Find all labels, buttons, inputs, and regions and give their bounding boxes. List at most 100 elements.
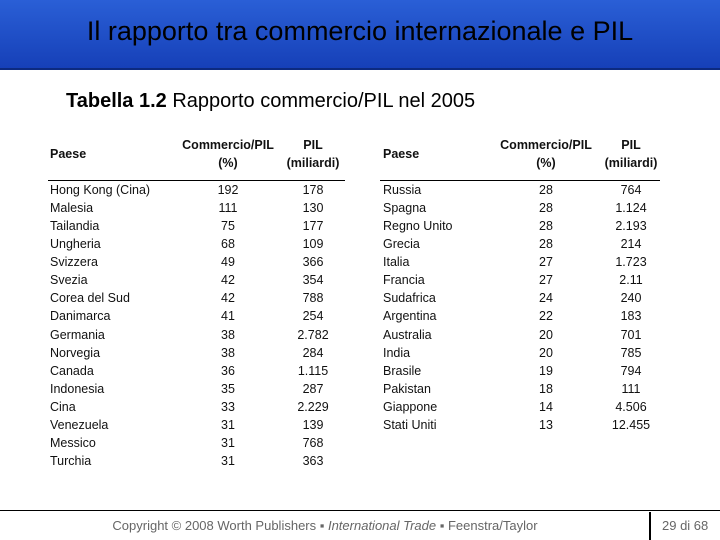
column-header: (%) (218, 156, 238, 170)
table-cell: 12.455 (611, 417, 651, 432)
table-cell: 254 (302, 309, 324, 324)
footer-part: Copyright © 2008 Worth Publishers ▪ (112, 518, 328, 533)
caption-label: Tabella 1.2 (66, 90, 167, 112)
country: Pakistan (383, 381, 431, 396)
table-cell: 24 (539, 291, 553, 306)
table-cell: 109 (302, 237, 324, 252)
table-cell: 1.124 (615, 201, 647, 216)
table-cell: 27 (539, 255, 553, 270)
table-cell: 1.723 (615, 255, 647, 270)
table-cell: 785 (620, 345, 642, 360)
country: Giappone (383, 399, 438, 414)
table-cell: 28 (539, 237, 553, 252)
country: India (383, 345, 411, 360)
country: Corea del Sud (50, 291, 130, 306)
country: Svizzera (50, 255, 98, 270)
table-cell: 20 (539, 327, 553, 342)
table-cell: 38 (221, 327, 235, 342)
table-cell: 366 (302, 255, 324, 270)
column-header: Paese (383, 147, 420, 161)
table-cell: 42 (221, 291, 235, 306)
table-cell: 788 (302, 291, 324, 306)
country: Italia (383, 255, 410, 270)
footer-part: International Trade (327, 518, 437, 533)
table-cell: 768 (302, 435, 324, 450)
footer: Copyright © 2008 Worth Publishers ▪ Inte… (0, 518, 650, 533)
column-header: Commercio/PIL (500, 138, 592, 152)
table-cell: 4.506 (615, 399, 647, 414)
country: Sudafrica (383, 291, 436, 306)
table-cell: 354 (302, 273, 324, 288)
table-cell: 19 (539, 363, 553, 378)
table-cell: 35 (221, 381, 235, 396)
table-cell: 75 (221, 219, 235, 234)
country: Danimarca (50, 309, 111, 324)
table-cell: 22 (539, 309, 553, 324)
country: Cina (50, 399, 76, 414)
country: Francia (383, 273, 425, 288)
country: Norvegia (50, 345, 101, 360)
column-header: PIL (621, 138, 641, 152)
table-cell: 178 (302, 183, 324, 197)
country: Svezia (50, 273, 88, 288)
country: Regno Unito (383, 219, 453, 234)
country: Spagna (383, 201, 427, 216)
table-cell: 2.193 (615, 219, 647, 234)
table-cell: 28 (539, 219, 553, 234)
table-cell: 31 (221, 454, 235, 469)
country: Australia (383, 327, 432, 342)
table-cell: 20 (539, 345, 553, 360)
table-cell: 1.115 (297, 363, 329, 378)
caption-text: Rapporto commercio/PIL nel 2005 (172, 90, 476, 112)
table-cell: 764 (620, 183, 642, 197)
country: Turchia (50, 454, 92, 469)
country: Russia (383, 183, 422, 197)
country: Canada (50, 363, 94, 378)
table-cell: 18 (539, 381, 553, 396)
header-bar: Il rapporto tra commercio internazionale… (0, 0, 720, 70)
slide-title: Il rapporto tra commercio internazionale… (86, 16, 634, 46)
country: Ungheria (50, 237, 101, 252)
country: Hong Kong (Cina) (50, 183, 151, 197)
table-cell: 41 (221, 309, 235, 324)
table-cell: 287 (302, 381, 324, 396)
table-cell: 13 (539, 417, 553, 432)
table-cell: 111 (218, 201, 238, 216)
table-cell: 214 (620, 237, 642, 252)
table-cell: 139 (302, 417, 324, 432)
country: Venezuela (50, 417, 109, 432)
footer-part: ▪ Feenstra/Taylor (436, 518, 538, 533)
table-cell: 49 (221, 255, 235, 270)
table-cell: 701 (620, 327, 642, 342)
table-cell: 111 (621, 381, 641, 396)
table-cell: 42 (221, 273, 235, 288)
header-rule (48, 180, 345, 181)
caption: Tabella 1.2 Rapporto commercio/PIL nel 2… (66, 90, 475, 113)
table-cell: 38 (221, 345, 235, 360)
country: Brasile (383, 363, 422, 378)
country: Argentina (383, 309, 437, 324)
table-cell: 177 (302, 219, 324, 234)
table-cell: 363 (302, 454, 324, 469)
table-cell: 33 (221, 399, 235, 414)
column-header: (%) (536, 156, 556, 170)
column-header: Paese (50, 147, 87, 161)
table-cell: 2.782 (297, 327, 329, 342)
country: Indonesia (50, 381, 105, 396)
country: Stati Uniti (383, 417, 437, 432)
country: Messico (50, 435, 96, 450)
table-cell: 36 (221, 363, 235, 378)
country: Grecia (383, 237, 420, 252)
table-cell: 14 (539, 399, 553, 414)
column-header: (miliardi) (604, 156, 658, 170)
table-cell: 68 (221, 237, 235, 252)
table-cell: 31 (221, 435, 235, 450)
footer-divider (649, 512, 651, 540)
table-cell: 183 (620, 309, 642, 324)
column-header: PIL (303, 138, 323, 152)
country: Malesia (50, 201, 94, 216)
column-header: Commercio/PIL (182, 138, 274, 152)
country: Tailandia (50, 219, 100, 234)
table-cell: 794 (620, 363, 642, 378)
